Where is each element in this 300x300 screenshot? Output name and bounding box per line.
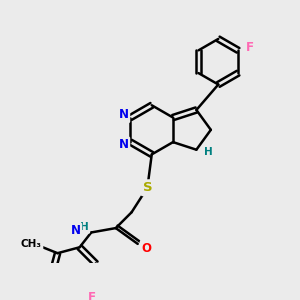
Text: N: N xyxy=(118,138,128,151)
Text: H: H xyxy=(204,147,213,157)
Text: CH₃: CH₃ xyxy=(21,238,42,248)
Text: F: F xyxy=(246,41,254,54)
Text: S: S xyxy=(142,181,152,194)
Text: F: F xyxy=(88,291,96,300)
Text: O: O xyxy=(142,242,152,255)
Text: N: N xyxy=(118,108,128,122)
Text: N: N xyxy=(70,224,80,237)
Text: H: H xyxy=(80,222,88,232)
